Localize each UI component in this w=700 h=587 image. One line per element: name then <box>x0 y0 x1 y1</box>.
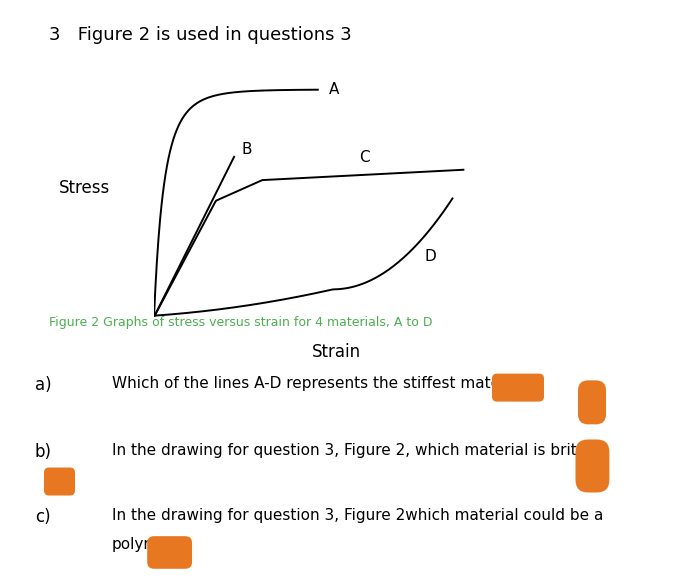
Text: Figure 2 Graphs of stress versus strain for 4 materials, A to D: Figure 2 Graphs of stress versus strain … <box>49 316 433 329</box>
Text: a): a) <box>35 376 52 394</box>
Text: B: B <box>241 142 252 157</box>
Text: 3   Figure 2 is used in questions 3: 3 Figure 2 is used in questions 3 <box>49 26 351 45</box>
Text: C: C <box>359 150 370 165</box>
Text: c): c) <box>35 508 50 526</box>
Text: Strain: Strain <box>312 343 360 361</box>
Text: Stress: Stress <box>59 179 111 197</box>
Text: In the drawing for question 3, Figure 2which material could be a: In the drawing for question 3, Figure 2w… <box>112 508 603 523</box>
Text: b): b) <box>35 443 52 461</box>
Text: A: A <box>329 82 339 97</box>
Text: D: D <box>425 249 437 264</box>
Text: In the drawing for question 3, Figure 2, which material is brittle?: In the drawing for question 3, Figure 2,… <box>112 443 605 458</box>
Text: polymer?: polymer? <box>112 537 183 552</box>
Text: Which of the lines A-D represents the stiffest material?: Which of the lines A-D represents the st… <box>112 376 533 391</box>
